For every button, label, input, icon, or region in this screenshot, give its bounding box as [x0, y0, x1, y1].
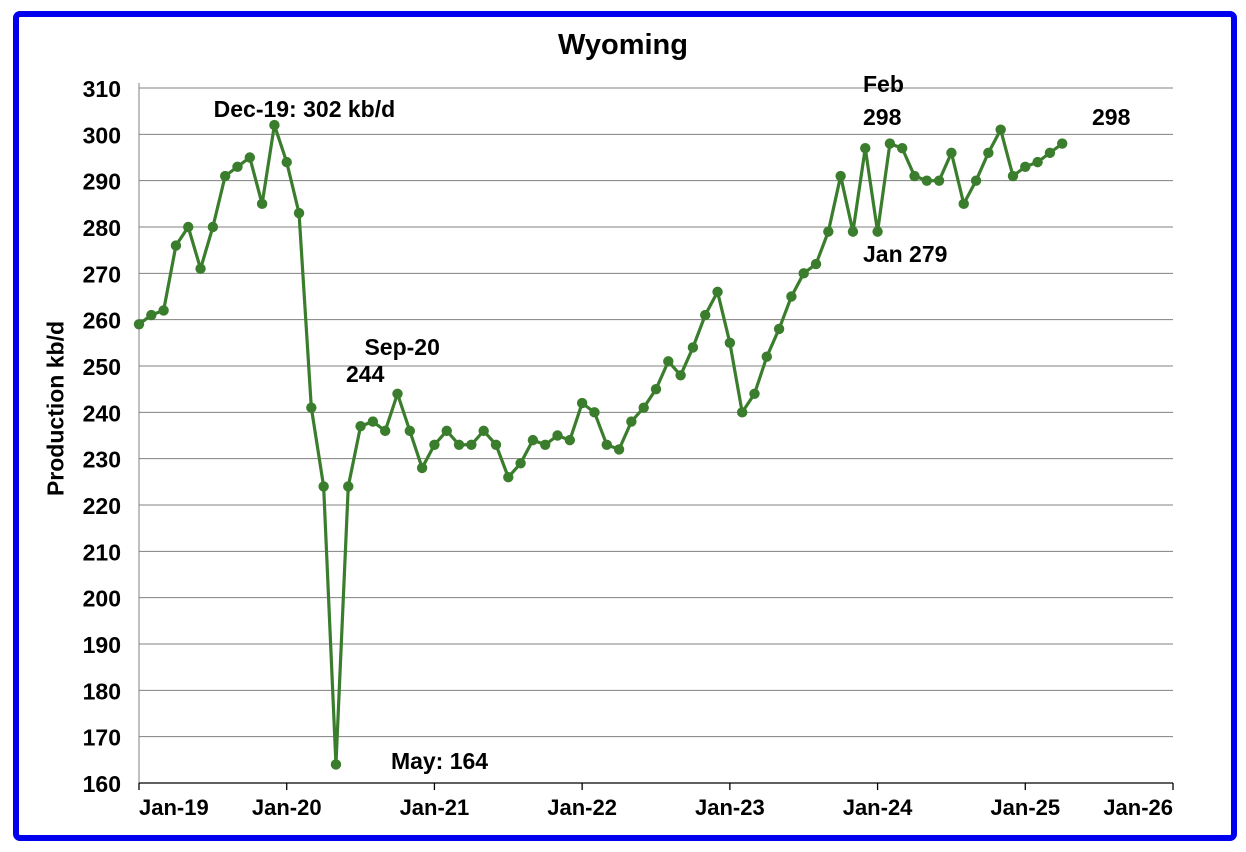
svg-text:220: 220: [83, 493, 121, 519]
svg-text:May: 164: May: 164: [391, 748, 488, 774]
svg-text:298: 298: [863, 104, 902, 130]
svg-text:260: 260: [83, 308, 121, 334]
svg-text:300: 300: [83, 122, 121, 148]
svg-text:Jan-21: Jan-21: [400, 795, 470, 820]
svg-text:190: 190: [83, 632, 121, 658]
svg-text:180: 180: [83, 678, 121, 704]
svg-text:298: 298: [1092, 104, 1131, 130]
svg-text:210: 210: [83, 539, 121, 565]
svg-text:Jan-20: Jan-20: [252, 795, 322, 820]
svg-text:280: 280: [83, 215, 121, 241]
svg-text:Sep-20: Sep-20: [364, 334, 439, 360]
svg-text:Jan-25: Jan-25: [990, 795, 1060, 820]
svg-text:310: 310: [83, 76, 121, 102]
svg-text:160: 160: [83, 771, 121, 797]
svg-text:Feb: Feb: [863, 71, 904, 97]
svg-text:290: 290: [83, 169, 121, 195]
svg-text:Jan 279: Jan 279: [863, 241, 947, 267]
svg-text:Jan-23: Jan-23: [695, 795, 765, 820]
svg-text:200: 200: [83, 586, 121, 612]
svg-text:Jan-19: Jan-19: [139, 795, 209, 820]
svg-text:Jan-26: Jan-26: [1103, 795, 1173, 820]
svg-text:240: 240: [83, 400, 121, 426]
svg-text:Jan-24: Jan-24: [843, 795, 913, 820]
svg-text:250: 250: [83, 354, 121, 380]
svg-text:270: 270: [83, 261, 121, 287]
svg-text:244: 244: [346, 361, 385, 387]
svg-text:Jan-22: Jan-22: [547, 795, 617, 820]
svg-text:170: 170: [83, 725, 121, 751]
svg-text:230: 230: [83, 447, 121, 473]
svg-text:Dec-19: 302 kb/d: Dec-19: 302 kb/d: [214, 96, 396, 122]
